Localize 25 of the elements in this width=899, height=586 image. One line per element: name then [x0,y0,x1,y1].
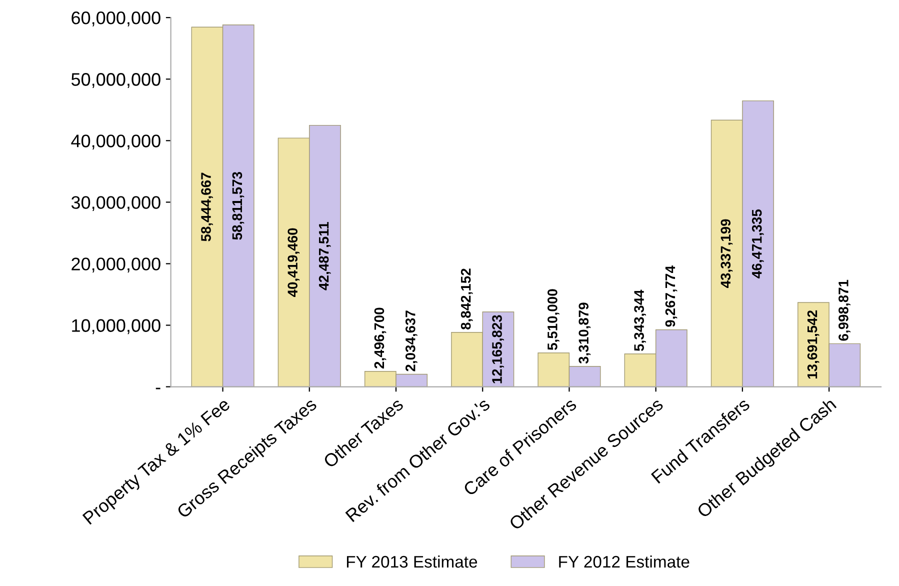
data-label: 58,811,573 [232,172,244,240]
data-label: 40,419,460 [288,228,300,297]
data-label: 9,267,774 [665,266,678,327]
data-label: 46,471,335 [752,209,764,278]
data-label: 8,842,152 [460,268,473,330]
data-label: 2,496,700 [374,308,386,368]
data-label: 42,487,511 [318,222,331,290]
data-label: 2,034,637 [405,310,418,372]
data-label: 5,343,344 [634,290,646,351]
data-label: 3,310,879 [578,302,591,364]
data-label: 58,444,667 [201,172,213,242]
data-label: 13,691,542 [807,310,820,379]
legend-label: FY 2013 Estimate [346,555,478,568]
data-label: 12,165,823 [492,315,504,384]
data-label: 43,337,199 [720,219,733,288]
y-tick-label: - [156,388,160,390]
legend-label: FY 2012 Estimate [559,555,690,568]
y-tick-label: 30,000,000 [71,196,160,212]
data-label: 5,510,000 [548,289,560,350]
data-label: 6,998,871 [838,280,850,341]
y-tick-label: 20,000,000 [72,258,160,273]
y-tick-label: 50,000,000 [71,73,160,88]
y-tick-label: 40,000,000 [71,134,160,150]
y-tick-label: 60,000,000 [72,12,160,26]
y-tick-label: 10,000,000 [72,319,160,334]
